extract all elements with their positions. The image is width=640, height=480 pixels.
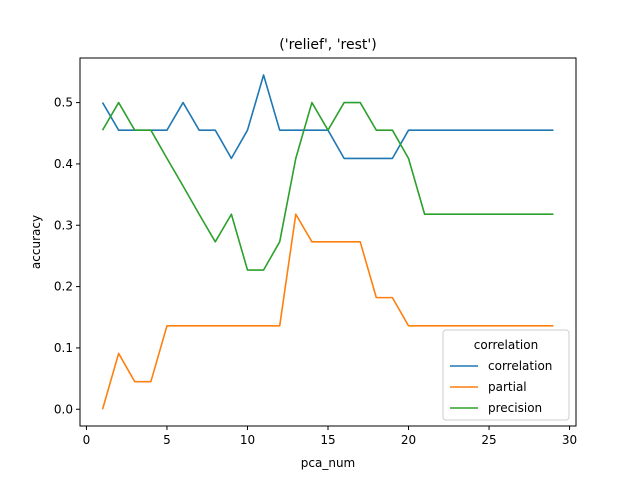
legend-box bbox=[442, 329, 570, 421]
legend-label-correlation: correlation bbox=[488, 359, 552, 373]
legend-label-precision: precision bbox=[488, 401, 542, 415]
x-tick-label: 20 bbox=[401, 433, 416, 447]
series-line-precision bbox=[101, 101, 554, 271]
y-tick-label: 0.1 bbox=[54, 341, 73, 355]
x-axis-label: pca_num bbox=[301, 456, 355, 470]
x-tick-label: 15 bbox=[320, 433, 335, 447]
y-tick-label: 0.5 bbox=[54, 96, 73, 110]
x-tick-label: 10 bbox=[240, 433, 255, 447]
legend-title: correlation bbox=[474, 338, 538, 352]
y-tick-label: 0.2 bbox=[54, 280, 73, 294]
chart-title: ('relief', 'rest') bbox=[279, 37, 376, 53]
legend-label-partial: partial bbox=[488, 380, 527, 394]
y-tick-label: 0.3 bbox=[54, 218, 73, 232]
y-tick-label: 0.4 bbox=[54, 157, 73, 171]
x-tick-label: 5 bbox=[163, 433, 171, 447]
y-axis-label: accuracy bbox=[29, 215, 43, 269]
x-tick-label: 0 bbox=[83, 433, 91, 447]
legend: correlation correlation partial precision bbox=[442, 329, 570, 421]
series-line-partial bbox=[101, 213, 554, 410]
y-tick-label: 0.0 bbox=[54, 402, 73, 416]
x-tick-label: 25 bbox=[481, 433, 496, 447]
x-tick-label: 30 bbox=[562, 433, 577, 447]
